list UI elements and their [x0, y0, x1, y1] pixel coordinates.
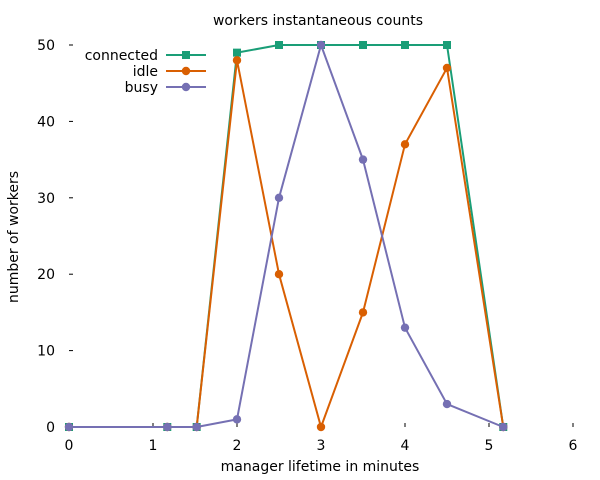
x-tick-label-2: 2 [233, 438, 242, 454]
x-axis-title: manager lifetime in minutes [221, 459, 420, 475]
axes: 0 10 20 30 40 50 0 1 2 3 4 5 6 [37, 38, 577, 454]
x-tick-label-6: 6 [569, 438, 578, 454]
point-busy-3 [232, 415, 242, 424]
y-tick-label-50: 50 [37, 38, 55, 54]
legend-marker-idle [181, 66, 191, 76]
x-tick-label-4: 4 [401, 438, 410, 454]
point-connected-3 [233, 48, 241, 57]
point-idle-8 [442, 63, 452, 73]
series-idle [64, 56, 508, 432]
legend-label-connected: connected [85, 48, 158, 64]
point-idle-7 [400, 140, 410, 149]
point-idle-4 [274, 270, 284, 279]
point-connected-8 [443, 41, 451, 49]
point-connected-7 [401, 41, 409, 49]
series-connected [65, 41, 508, 431]
point-busy-5 [316, 40, 326, 50]
chart-title: workers instantaneous counts [213, 13, 423, 29]
series-layer [64, 40, 508, 432]
y-tick-label-20: 20 [37, 267, 55, 283]
x-tick-label-0: 0 [65, 438, 74, 454]
point-busy-4 [274, 193, 284, 202]
point-idle-3 [232, 56, 242, 65]
point-busy-9 [499, 422, 508, 432]
point-busy-6 [358, 155, 368, 164]
point-busy-8 [442, 399, 452, 409]
legend-marker-connected [182, 51, 190, 59]
series-line-connected [69, 44, 505, 428]
y-tick-label-10: 10 [37, 344, 55, 360]
y-tick-label-40: 40 [37, 114, 55, 130]
series-busy [64, 40, 508, 432]
legend-label-idle: idle [133, 64, 158, 80]
y-tick-label-0: 0 [46, 420, 55, 436]
legend-label-busy: busy [125, 80, 158, 96]
point-busy-1 [163, 422, 172, 432]
series-line-busy [69, 44, 504, 428]
y-axis-title: number of workers [6, 171, 22, 303]
series-line-idle [69, 59, 505, 428]
y-tick-label-30: 30 [37, 191, 55, 207]
legend-marker-busy [181, 82, 191, 92]
x-tick-label-1: 1 [149, 438, 158, 454]
point-busy-2 [192, 422, 201, 432]
point-busy-0 [64, 422, 74, 432]
x-tick-label-3: 3 [317, 438, 326, 454]
point-connected-6 [359, 41, 367, 49]
x-tick-label-5: 5 [485, 438, 494, 454]
point-idle-5 [316, 422, 326, 432]
point-idle-6 [358, 308, 368, 317]
point-connected-4 [275, 41, 283, 49]
point-busy-7 [400, 323, 410, 332]
